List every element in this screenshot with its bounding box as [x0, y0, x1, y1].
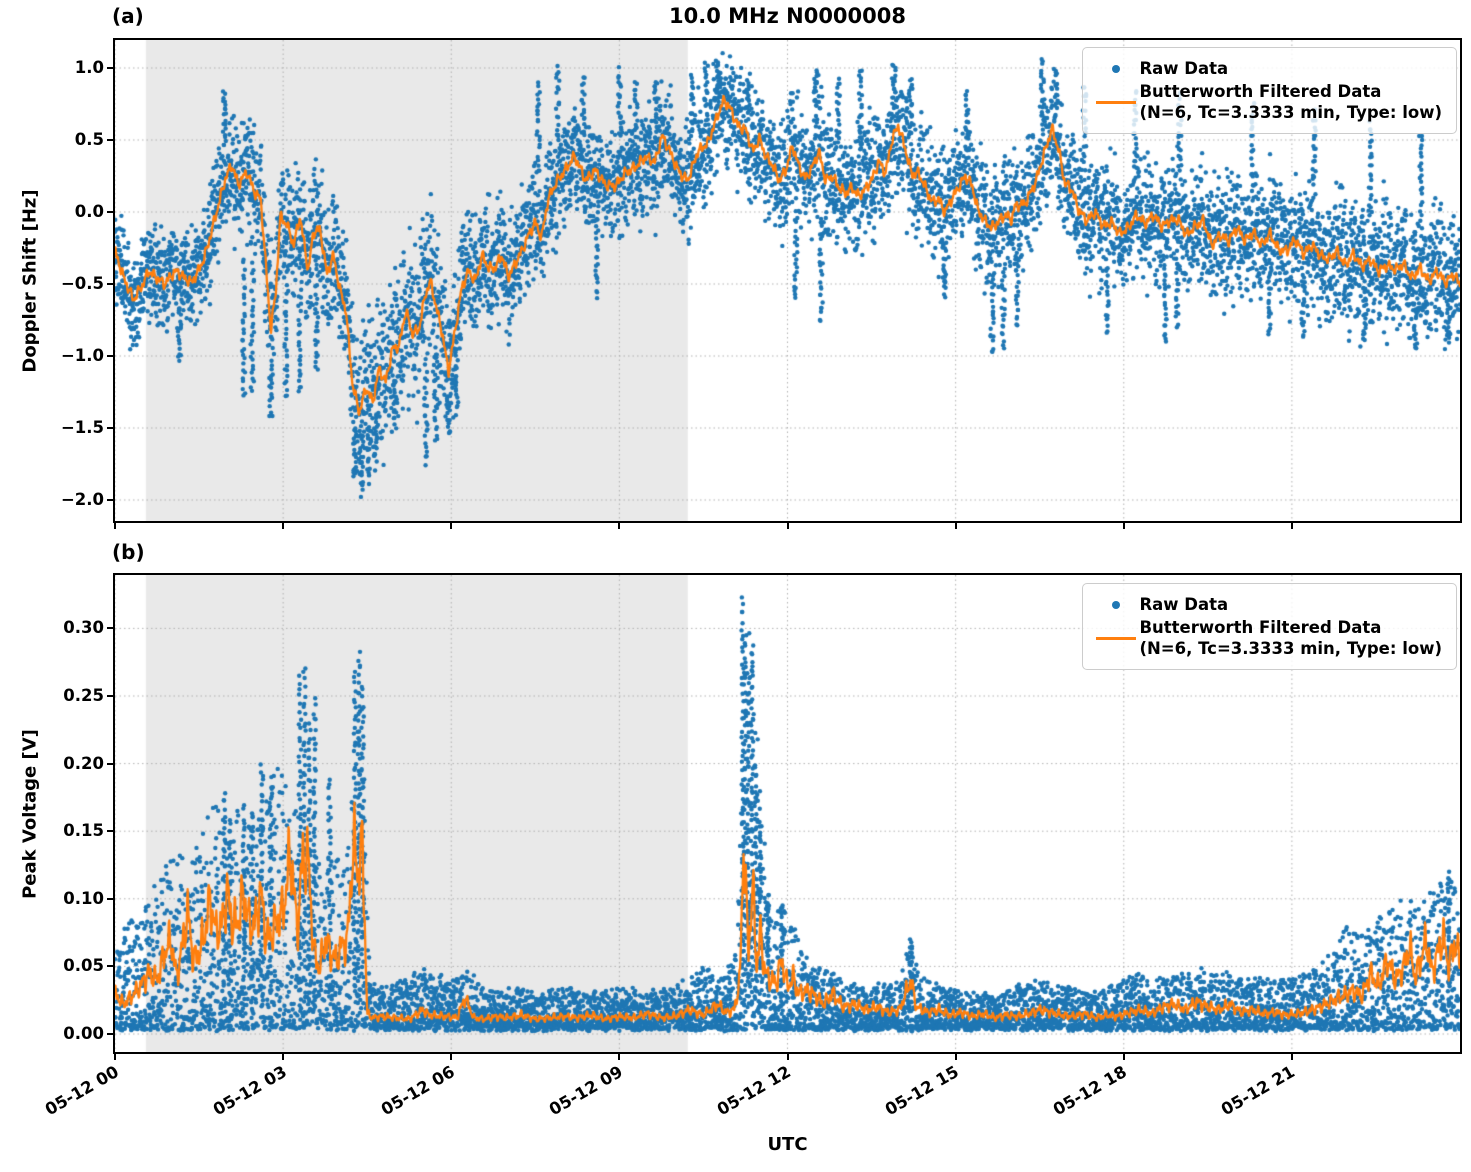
x-tick-mark-a	[954, 521, 957, 529]
y-tick-label-b: 0.30	[63, 618, 104, 638]
x-tick-mark-a	[1290, 521, 1293, 529]
legend-a-raw-row: Raw Data	[1093, 58, 1442, 79]
legend-b: Raw Data Butterworth Filtered Data (N=6,…	[1082, 583, 1457, 671]
y-tick-mark-a	[107, 283, 115, 285]
x-tick-mark-b	[1122, 1052, 1125, 1060]
panel-a-label: (a)	[112, 4, 144, 28]
panel-b-label: (b)	[112, 540, 145, 564]
y-tick-mark-a	[107, 211, 115, 213]
y-tick-mark-a	[107, 139, 115, 141]
x-tick-mark-a	[618, 521, 621, 529]
x-tick-mark-b	[450, 1052, 453, 1060]
x-tick-label: 05-12 18	[1050, 1062, 1131, 1120]
y-tick-label-b: 0.25	[63, 686, 104, 705]
y-tick-mark-a	[107, 499, 115, 501]
x-tick-label: 05-12 12	[713, 1062, 794, 1120]
legend-a-filtered-row: Butterworth Filtered Data (N=6, Tc=3.333…	[1093, 81, 1442, 123]
x-tick-mark-a	[786, 521, 789, 529]
y-tick-mark-b	[107, 965, 115, 968]
filtered-line-marker-icon	[1093, 100, 1139, 104]
y-tick-label-a: −1.5	[60, 418, 104, 437]
figure-title: 10.0 MHz N0000008	[669, 4, 906, 28]
y-tick-mark-b	[107, 695, 115, 697]
y-tick-label-a: −0.5	[60, 274, 104, 293]
y-tick-label-a: −1.0	[60, 346, 104, 365]
x-tick-label: 05-12 15	[882, 1062, 963, 1120]
x-tick-mark-a	[282, 521, 285, 529]
y-tick-label-b: 0.00	[63, 1024, 104, 1043]
y-tick-label-b: 0.10	[63, 888, 104, 908]
legend-a: Raw Data Butterworth Filtered Data (N=6,…	[1082, 47, 1457, 135]
x-tick-mark-a	[450, 521, 453, 529]
raw-data-label: Raw Data	[1139, 595, 1229, 614]
x-tick-mark-b	[114, 1052, 116, 1060]
filtered-data-label: Butterworth Filtered Data (N=6, Tc=3.333…	[1139, 82, 1442, 123]
x-tick-label: 05-12 03	[209, 1062, 290, 1120]
y-tick-mark-b	[107, 1033, 115, 1035]
x-tick-label: 05-12 06	[377, 1062, 458, 1120]
y-tick-label-a: 0.0	[74, 202, 104, 221]
filtered-line-marker-icon	[1093, 636, 1139, 640]
y-tick-label-a: 1.0	[74, 58, 104, 77]
x-tick-mark-a	[1122, 521, 1125, 529]
raw-data-marker-icon	[1093, 600, 1139, 609]
x-tick-label: 05-12 00	[41, 1062, 122, 1120]
y-tick-label-a: 0.5	[74, 130, 104, 149]
y-tick-mark-b	[107, 897, 115, 900]
x-tick-mark-b	[954, 1052, 957, 1060]
y-tick-label-b: 0.05	[63, 956, 104, 976]
y-tick-mark-a	[107, 355, 115, 357]
x-tick-mark-a	[114, 521, 116, 529]
x-tick-mark-b	[618, 1052, 621, 1060]
y-tick-label-b: 0.20	[63, 753, 104, 773]
x-tick-label: 05-12 21	[1218, 1062, 1299, 1120]
x-tick-label: 05-12 09	[545, 1062, 626, 1120]
y-tick-mark-a	[107, 67, 115, 69]
y-tick-mark-a	[107, 427, 115, 429]
raw-data-marker-icon	[1093, 64, 1139, 73]
y-tick-label-a: −2.0	[60, 490, 104, 509]
legend-b-raw-row: Raw Data	[1093, 594, 1442, 615]
legend-b-filtered-row: Butterworth Filtered Data (N=6, Tc=3.333…	[1093, 617, 1442, 659]
y-tick-mark-b	[107, 830, 115, 833]
x-axis-label: UTC	[767, 1134, 808, 1155]
x-tick-mark-b	[786, 1052, 789, 1060]
y-tick-label-b: 0.15	[63, 821, 104, 841]
x-tick-mark-b	[282, 1052, 285, 1060]
filtered-data-label: Butterworth Filtered Data (N=6, Tc=3.333…	[1139, 618, 1442, 659]
y-tick-mark-b	[107, 762, 115, 765]
y-tick-mark-b	[107, 627, 115, 630]
raw-data-label: Raw Data	[1139, 59, 1229, 78]
x-tick-mark-b	[1290, 1052, 1293, 1060]
